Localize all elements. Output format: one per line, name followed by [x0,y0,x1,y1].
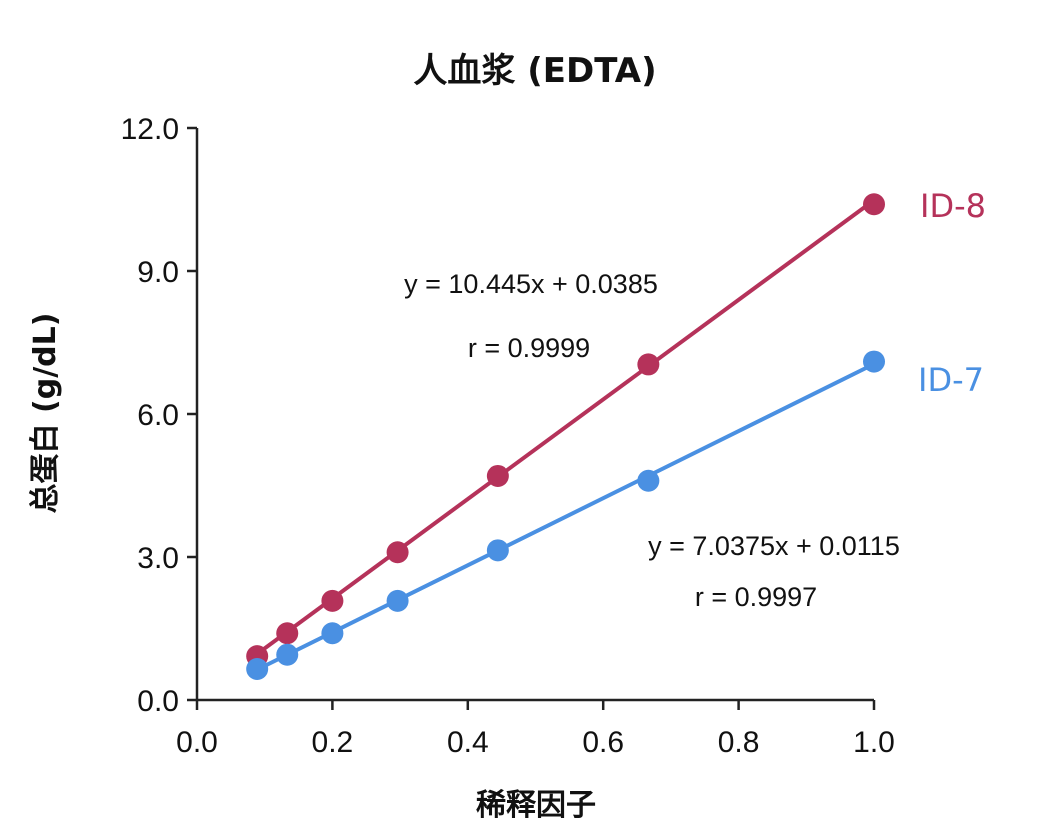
data-point-id7 [246,658,269,681]
data-point-id7 [321,622,344,645]
chart-title: 人血浆 (EDTA) [413,51,656,91]
y-axis-title: 总蛋白 (g/dL) [28,313,63,514]
x-axis-ticks: 0.0 0.2 0.4 0.6 0.8 1.0 [176,700,895,759]
data-point-id7 [637,469,660,492]
y-axis-ticks: 0.0 3.0 6.0 9.0 12.0 [121,113,197,718]
x-tick-label: 1.0 [853,726,895,759]
series-id8 [246,193,885,668]
x-tick-label: 0.8 [718,726,760,759]
x-tick-label: 0.4 [447,726,489,759]
data-point-id8 [863,193,885,216]
trendline-id8 [256,198,876,656]
data-point-id7 [386,589,409,612]
id8-equation: y = 10.445x + 0.0385 [404,269,658,299]
data-point-id7 [486,539,509,562]
data-point-id8 [386,541,409,564]
data-point-id8 [321,589,344,612]
trendline-id7 [256,362,875,672]
x-tick-label: 0.0 [176,726,218,759]
series-id7 [246,350,885,681]
data-point-id7 [276,643,299,666]
x-axis-title: 稀释因子 [476,788,596,823]
y-tick-label: 9.0 [137,256,179,289]
data-point-id8 [637,353,660,376]
y-tick-label: 3.0 [137,542,179,575]
series-label-id7: ID-7 [918,361,984,399]
y-tick-label: 6.0 [137,399,179,432]
data-point-id8 [276,622,299,645]
data-point-id8 [486,464,509,487]
id7-equation: y = 7.0375x + 0.0115 [648,531,900,561]
x-tick-label: 0.2 [312,726,354,759]
y-tick-label: 12.0 [121,113,179,146]
series-label-id8: ID-8 [920,187,986,225]
id7-r-value: r = 0.9997 [695,582,817,612]
series-layer [246,193,885,681]
data-point-id7 [863,350,885,373]
id8-r-value: r = 0.9999 [468,333,590,363]
x-tick-label: 0.6 [582,726,624,759]
y-tick-label: 0.0 [137,685,179,718]
